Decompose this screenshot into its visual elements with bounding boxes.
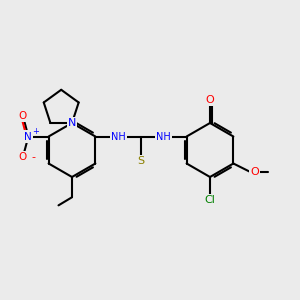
Text: N: N <box>68 118 76 128</box>
Text: NH: NH <box>156 131 171 142</box>
Text: N: N <box>25 131 32 142</box>
Text: -: - <box>32 152 36 162</box>
Text: NH: NH <box>111 131 126 142</box>
Text: O: O <box>19 152 27 162</box>
Text: +: + <box>32 127 39 136</box>
Text: S: S <box>137 156 145 166</box>
Text: O: O <box>250 167 260 177</box>
Text: O: O <box>206 95 214 105</box>
Text: O: O <box>19 111 27 121</box>
Text: Cl: Cl <box>205 195 215 205</box>
